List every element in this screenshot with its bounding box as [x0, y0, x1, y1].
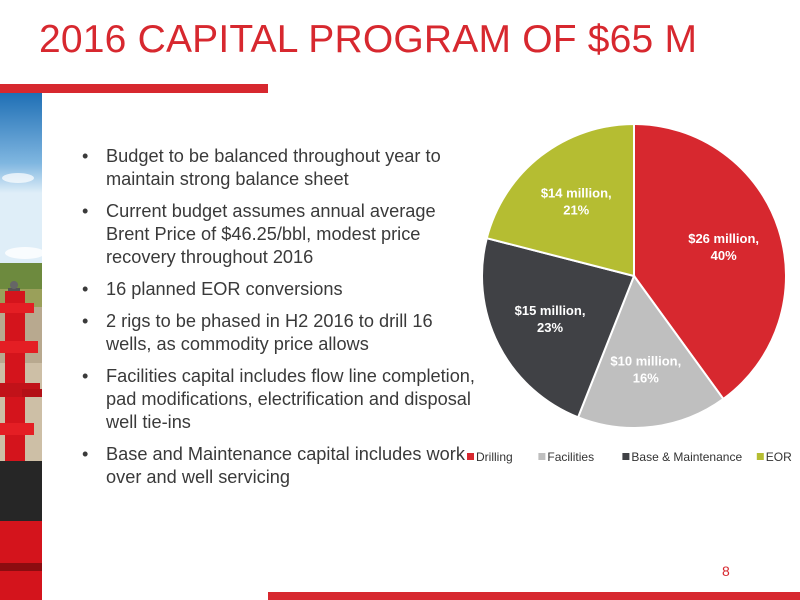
pie-data-label: $10 million, 16% [610, 353, 681, 385]
bullet-marker: • [82, 279, 89, 299]
pie-slice-facilities [576, 273, 725, 429]
legend-swatch [756, 453, 764, 460]
bullet-item: • Budget to be balanced throughout year t… [82, 145, 482, 191]
page-number: 8 [722, 563, 730, 579]
bullet-marker: • [82, 444, 89, 464]
chart-legend: Drilling Facilities Base & Maintenance EOR [467, 450, 792, 464]
bullet-text: 16 planned EOR conversions [106, 279, 343, 299]
pie-data-label: $26 million, 40% [688, 231, 759, 263]
pie-slice-base-maintenance [481, 236, 636, 419]
bullet-text: Base and Maintenance capital includes wo… [106, 444, 465, 487]
footer-bar [268, 592, 800, 600]
bullet-marker: • [82, 201, 89, 221]
pie-data-label: $14 million, 21% [541, 186, 612, 218]
bullet-item: • Current budget assumes annual average B… [82, 200, 482, 269]
legend-label: Base & Maintenance [631, 450, 742, 464]
pie-slice-eor [485, 122, 635, 278]
bullet-text: Budget to be balanced throughout year to… [106, 146, 441, 189]
bullet-item: • Base and Maintenance capital includes w… [82, 443, 482, 489]
bullet-marker: • [82, 311, 89, 331]
legend-swatch [538, 453, 546, 460]
legend-swatch [622, 453, 630, 460]
legend-label: Drilling [476, 450, 513, 464]
legend-swatch [467, 453, 474, 460]
pie-data-label: $15 million, 23% [515, 303, 586, 335]
title-underline-bar [0, 84, 268, 93]
bullet-marker: • [82, 146, 89, 166]
pie-slice-drilling [633, 122, 787, 401]
bullet-item: • 16 planned EOR conversions [82, 278, 482, 301]
legend-label: EOR [766, 450, 792, 464]
bullet-item: • 2 rigs to be phased in H2 2016 to drill… [82, 310, 482, 356]
legend-label: Facilities [547, 450, 594, 464]
bullet-marker: • [82, 366, 89, 386]
bullet-text: Current budget assumes annual average Br… [106, 201, 436, 267]
oil-wellhead-photo [0, 93, 42, 600]
bullet-text: Facilities capital includes flow line co… [106, 366, 475, 432]
capital-allocation-pie-chart: $26 million, 40% $10 million, 16% $15 millio… [467, 122, 792, 464]
bullet-text: 2 rigs to be phased in H2 2016 to drill … [106, 311, 433, 354]
bullet-list: • Budget to be balanced throughout year t… [82, 145, 482, 498]
bullet-item: • Facilities capital includes flow line c… [82, 365, 482, 434]
slide-title: 2016 CAPITAL PROGRAM OF $65 M [39, 18, 698, 61]
